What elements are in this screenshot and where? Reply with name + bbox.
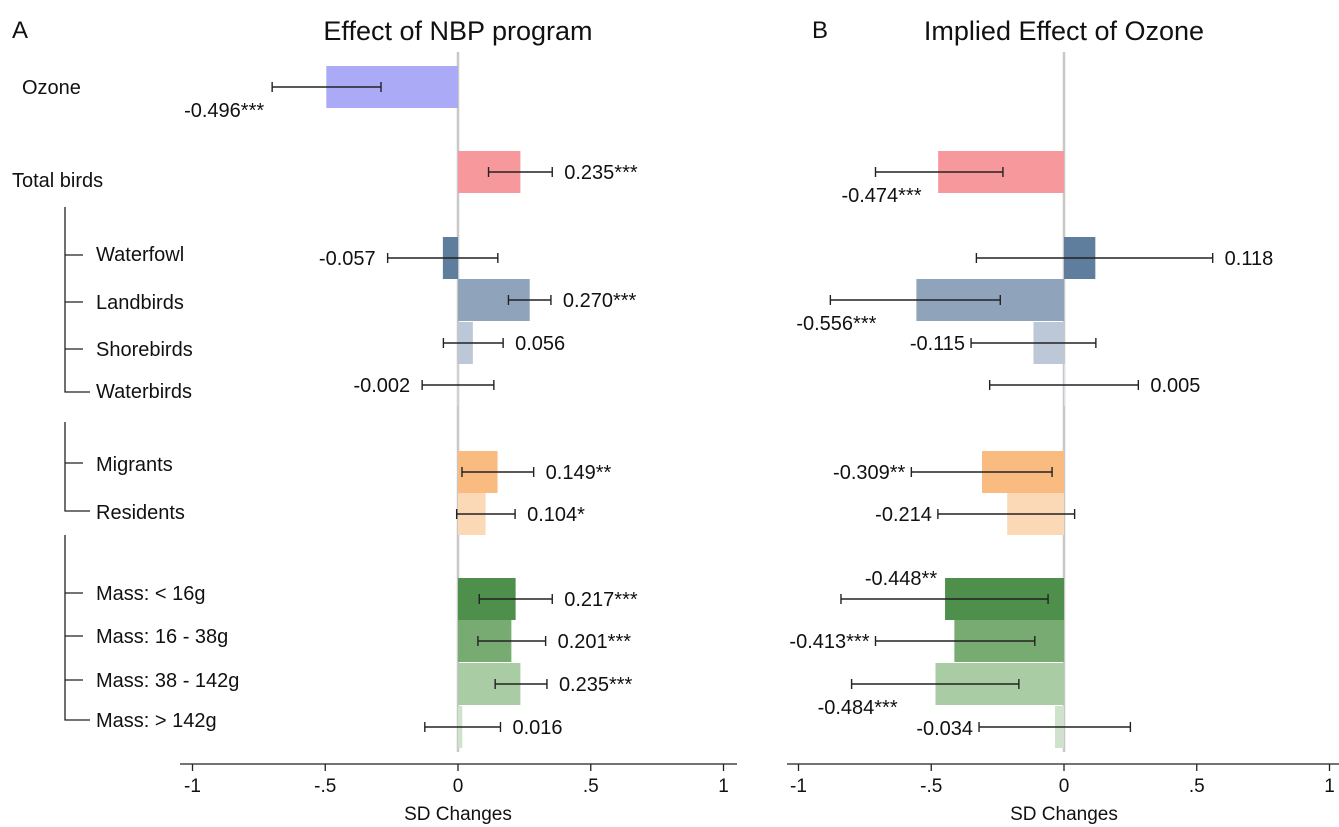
- value-label-landbirds: 0.270***: [563, 290, 637, 312]
- value-label-mass-38-142g: 0.235***: [559, 674, 633, 696]
- group-brackets: [64, 207, 90, 721]
- panel-a-plot: -0.496*** 0.235*** -0.057 0.270*** 0.056 -0.0…: [180, 52, 737, 825]
- error-bar-waterfowl: [975, 253, 1214, 263]
- panel-a-title: Effect of NBP program: [323, 16, 592, 46]
- error-bar-shorebirds: [442, 338, 504, 348]
- error-bar-mass-38-142g: [494, 679, 548, 689]
- row-label-waterbirds: Waterbirds: [96, 381, 192, 403]
- error-bar-residents: [455, 509, 516, 519]
- x-tick-label: .5: [1189, 776, 1205, 797]
- row-label-shorebirds: Shorebirds: [96, 339, 193, 361]
- error-bar-mass-16-38g: [874, 636, 1036, 646]
- value-label-residents: -0.214: [875, 504, 932, 526]
- error-bar-ozone: [271, 82, 382, 92]
- value-label-total-birds: 0.235***: [564, 162, 638, 184]
- value-label-shorebirds: 0.056: [515, 333, 565, 355]
- bracket-bird-type-ticks: [65, 254, 83, 350]
- x-tick-label: 0: [453, 776, 464, 797]
- value-label-ozone: -0.496***: [184, 100, 264, 122]
- row-label-mass-38-142: Mass: 38 - 142g: [96, 670, 239, 692]
- row-label-landbirds: Landbirds: [96, 292, 184, 314]
- x-axis-title: SD Changes: [1010, 804, 1118, 825]
- value-label-mass-16g: -0.448**: [865, 568, 937, 590]
- bracket-migration: [64, 422, 90, 512]
- error-bar-migrants: [461, 467, 535, 477]
- value-label-total-birds: -0.474***: [841, 185, 921, 207]
- panel-a-letter: A: [12, 17, 28, 44]
- panel-b-plot: -0.474*** 0.118 -0.556*** -0.115 0.005 -0.309…: [787, 52, 1339, 825]
- error-bar-mass-38-142g: [850, 679, 1020, 689]
- value-label-mass-16-38g: 0.201***: [558, 631, 632, 653]
- value-label-residents: 0.104*: [527, 504, 585, 526]
- x-tick-label: 0: [1059, 776, 1070, 797]
- value-label-migrants: 0.149**: [546, 462, 612, 484]
- x-tick-label: -1: [790, 776, 807, 797]
- x-tick-label: 1: [1324, 776, 1335, 797]
- value-label-waterfowl: 0.118: [1225, 248, 1274, 270]
- error-bar-mass-16g: [840, 594, 1049, 604]
- value-label-waterbirds: 0.005: [1150, 375, 1200, 397]
- x-tick-label: .5: [583, 776, 599, 797]
- error-bar-mass-142g: [978, 722, 1132, 732]
- x-tick-label: -.5: [314, 776, 336, 797]
- value-label-shorebirds: -0.115: [910, 333, 965, 355]
- bracket-mass-ticks: [65, 592, 83, 681]
- row-label-mass-gt-142: Mass: > 142g: [96, 710, 217, 732]
- panel-b-letter: B: [812, 17, 828, 44]
- error-bar-shorebirds: [970, 338, 1097, 348]
- value-label-mass-142g: 0.016: [512, 717, 562, 739]
- error-bar-landbirds: [507, 295, 552, 305]
- x-axis-title: SD Changes: [404, 804, 512, 825]
- row-label-mass-lt-16: Mass: < 16g: [96, 583, 206, 605]
- error-bar-migrants: [910, 467, 1053, 477]
- bracket-bird-type: [64, 207, 90, 393]
- x-tick-label: 1: [718, 776, 729, 797]
- x-tick-label: -.5: [920, 776, 942, 797]
- row-label-residents: Residents: [96, 502, 185, 524]
- value-label-mass-38-142g: -0.484***: [818, 697, 898, 719]
- row-label-total-birds: Total birds: [12, 170, 103, 192]
- error-bar-total-birds: [874, 167, 1004, 177]
- row-label-mass-16-38: Mass: 16 - 38g: [96, 626, 228, 648]
- panel-b-title: Implied Effect of Ozone: [924, 16, 1204, 46]
- error-bar-residents: [937, 509, 1076, 519]
- error-bar-total-birds: [487, 167, 553, 177]
- value-label-mass-16g: 0.217***: [564, 589, 638, 611]
- row-label-ozone: Ozone: [22, 77, 81, 99]
- row-label-migrants: Migrants: [96, 454, 173, 476]
- error-bar-landbirds: [829, 295, 1001, 305]
- row-labels: Ozone Total birds Waterfowl Landbirds Sh…: [12, 77, 239, 732]
- value-label-waterbirds: -0.002: [353, 375, 410, 397]
- value-label-mass-16-38g: -0.413***: [789, 631, 869, 653]
- x-tick-label: -1: [184, 776, 201, 797]
- error-bar-mass-16-38g: [477, 636, 547, 646]
- value-label-waterfowl: -0.057: [319, 248, 376, 270]
- error-bar-mass-16g: [478, 594, 553, 604]
- bracket-mass: [64, 535, 90, 721]
- error-bar-waterbirds: [988, 380, 1140, 390]
- value-label-landbirds: -0.556***: [796, 313, 876, 335]
- row-label-waterfowl: Waterfowl: [96, 244, 184, 266]
- error-bar-waterfowl: [386, 253, 499, 263]
- value-label-migrants: -0.309**: [833, 462, 905, 484]
- error-bar-waterbirds: [421, 380, 495, 390]
- value-label-mass-142g: -0.034: [916, 718, 973, 740]
- error-bar-mass-142g: [424, 722, 502, 732]
